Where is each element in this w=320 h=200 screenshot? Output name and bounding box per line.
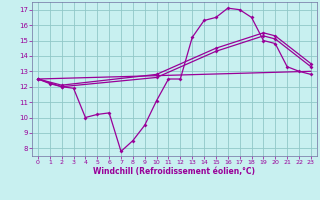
X-axis label: Windchill (Refroidissement éolien,°C): Windchill (Refroidissement éolien,°C) [93,167,255,176]
